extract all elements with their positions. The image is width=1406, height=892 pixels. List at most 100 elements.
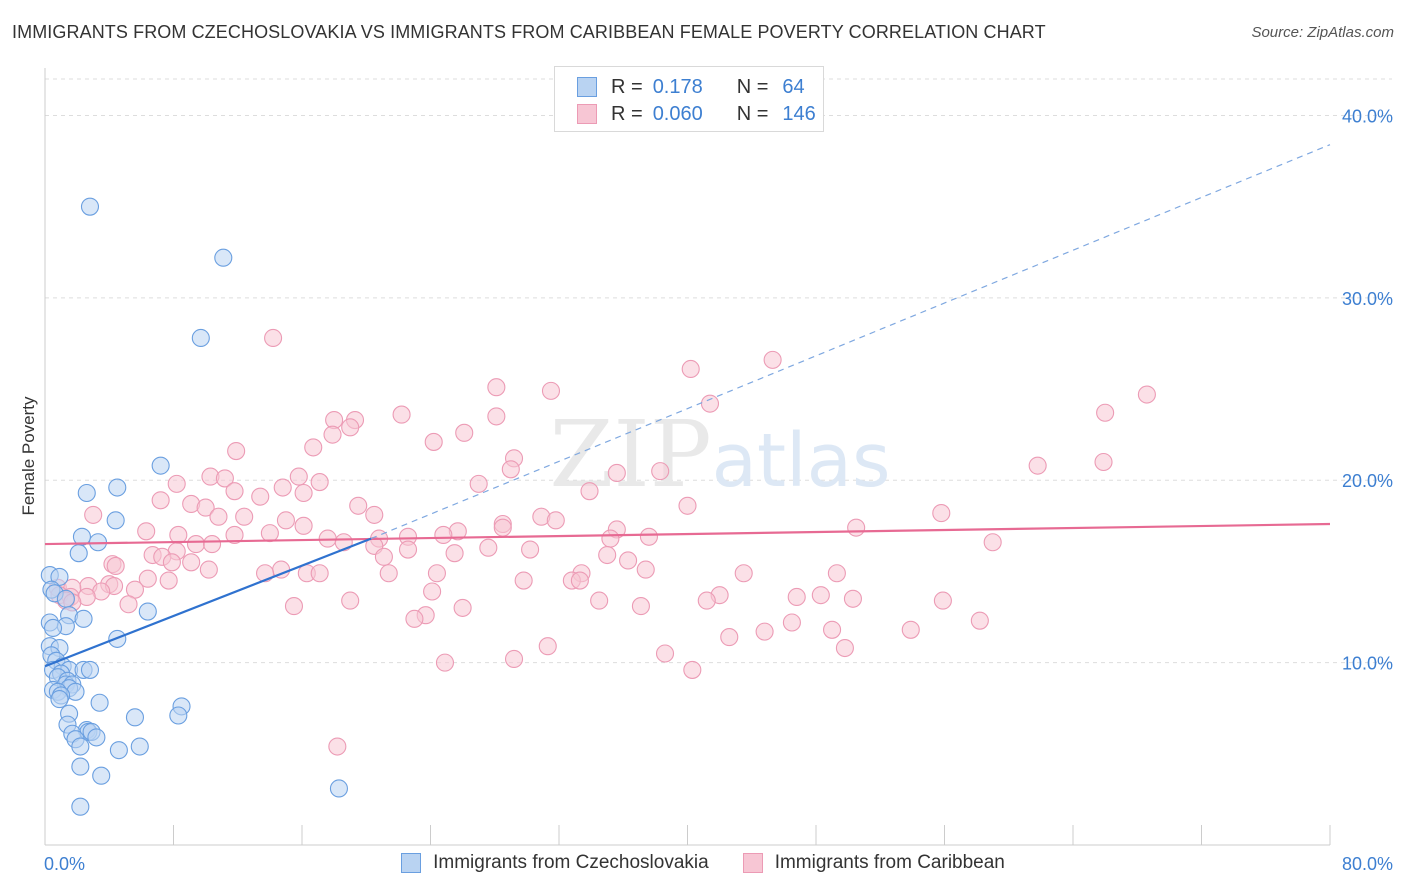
legend-r-label: R = bbox=[611, 75, 643, 98]
czechoslovakia-point bbox=[169, 706, 188, 725]
legend-n-label: N = bbox=[736, 102, 769, 125]
legend-item-czechoslovakia: Immigrants from Czechoslovakia bbox=[401, 852, 709, 874]
czechoslovakia-point bbox=[77, 483, 96, 503]
caribbean-point bbox=[700, 394, 720, 413]
tick-labels: 10.0% 20.0% 30.0% 40.0% 0.0% 80.0% bbox=[44, 106, 1393, 874]
czechoslovakia-point bbox=[71, 797, 90, 816]
caribbean-point bbox=[843, 589, 862, 608]
caribbean-point bbox=[167, 474, 186, 493]
caribbean-point bbox=[106, 556, 125, 576]
caribbean-point bbox=[487, 378, 506, 397]
caribbean-point bbox=[636, 560, 655, 579]
legend-n-value: 64 bbox=[782, 75, 805, 98]
caribbean-point bbox=[521, 540, 540, 559]
caribbean-point bbox=[424, 432, 443, 451]
caribbean-point bbox=[137, 522, 156, 541]
caribbean-point bbox=[1028, 456, 1047, 475]
caribbean-point bbox=[901, 620, 920, 639]
watermark: ZIPatlas bbox=[550, 401, 891, 508]
series-caribbean-points bbox=[48, 328, 1156, 756]
caribbean-point bbox=[1094, 452, 1113, 472]
czechoslovakia-point bbox=[151, 456, 170, 475]
caribbean-point bbox=[469, 474, 488, 493]
legend-r-value: 0.060 bbox=[652, 102, 703, 125]
caribbean-point bbox=[427, 564, 446, 583]
series-legend: Immigrants from Czechoslovakia Immigrant… bbox=[0, 852, 1406, 874]
x-tick-label: 80.0% bbox=[1342, 854, 1393, 874]
caribbean-point bbox=[349, 496, 368, 515]
caribbean-point bbox=[541, 381, 561, 400]
caribbean-point bbox=[835, 638, 854, 658]
caribbean-point bbox=[504, 649, 524, 669]
caribbean-point bbox=[215, 469, 234, 488]
caribbean-point bbox=[453, 598, 472, 617]
czechoslovakia-point bbox=[130, 737, 149, 756]
caribbean-point bbox=[323, 425, 342, 444]
caribbean-point bbox=[619, 551, 638, 570]
caribbean-point bbox=[827, 564, 846, 583]
caribbean-point bbox=[273, 478, 292, 497]
czechoslovakia-point bbox=[69, 544, 88, 563]
caribbean-point bbox=[264, 328, 283, 348]
caribbean-point bbox=[651, 462, 670, 481]
caribbean-point bbox=[199, 560, 218, 579]
legend-label-czechoslovakia: Immigrants from Czechoslovakia bbox=[433, 852, 709, 873]
czechoslovakia-point bbox=[80, 660, 100, 679]
caribbean-point bbox=[823, 620, 842, 639]
trend-lines bbox=[44, 144, 1331, 668]
caribbean-point bbox=[847, 518, 866, 537]
caribbean-point bbox=[151, 491, 170, 510]
caribbean-point bbox=[683, 660, 702, 679]
caribbean-point bbox=[590, 591, 609, 610]
caribbean-point bbox=[119, 595, 138, 614]
caribbean-point bbox=[138, 569, 157, 588]
caribbean-point bbox=[304, 438, 323, 457]
caribbean-point bbox=[601, 529, 620, 548]
czechoslovakia-point bbox=[109, 741, 128, 760]
caribbean-point bbox=[434, 525, 453, 545]
caribbean-point bbox=[538, 637, 557, 656]
legend-swatch-caribbean bbox=[577, 104, 597, 124]
caribbean-point bbox=[294, 516, 313, 535]
caribbean-point bbox=[379, 564, 398, 583]
caribbean-point bbox=[227, 442, 246, 461]
czechoslovakia-point bbox=[214, 248, 233, 267]
caribbean-point bbox=[276, 511, 295, 530]
caribbean-point bbox=[501, 460, 520, 479]
czechoslovakia-point bbox=[71, 737, 90, 756]
caribbean-point bbox=[423, 582, 442, 601]
caribbean-point bbox=[598, 545, 617, 565]
caribbean-point bbox=[225, 525, 244, 545]
caribbean-point bbox=[678, 496, 697, 515]
legend-n-label: N = bbox=[736, 75, 769, 98]
czechoslovakia-point bbox=[191, 328, 210, 348]
caribbean-point bbox=[159, 571, 178, 590]
czechoslovakia-point bbox=[106, 511, 125, 530]
caribbean-point bbox=[435, 653, 455, 672]
caribbean-point bbox=[289, 467, 308, 486]
czechoslovakia-point bbox=[50, 567, 69, 586]
czechoslovakia-point bbox=[329, 779, 348, 798]
y-axis-title: Female Poverty bbox=[19, 396, 38, 516]
legend-row-caribbean: R = 0.060 N = 146 bbox=[577, 102, 816, 126]
legend-swatch-czechoslovakia bbox=[401, 853, 422, 873]
caribbean-trend-line bbox=[44, 522, 1331, 546]
caribbean-point bbox=[260, 524, 279, 543]
caribbean-point bbox=[294, 483, 313, 503]
caribbean-point bbox=[763, 350, 782, 369]
caribbean-point bbox=[209, 507, 228, 526]
source-label: Source: ZipAtlas.com bbox=[1251, 24, 1394, 41]
caribbean-point bbox=[811, 586, 830, 605]
x-tick-label: 0.0% bbox=[44, 854, 85, 874]
series-czechoslovakia-points bbox=[40, 197, 348, 816]
caribbean-point bbox=[782, 613, 801, 632]
watermark-zip: ZIP bbox=[550, 401, 712, 508]
caribbean-point bbox=[755, 622, 774, 641]
legend-swatch-czechoslovakia bbox=[577, 77, 597, 97]
czechoslovakia-point bbox=[92, 766, 111, 785]
caribbean-point bbox=[631, 597, 650, 616]
caribbean-point bbox=[546, 511, 565, 530]
caribbean-point bbox=[225, 482, 244, 501]
caribbean-point bbox=[514, 571, 533, 590]
